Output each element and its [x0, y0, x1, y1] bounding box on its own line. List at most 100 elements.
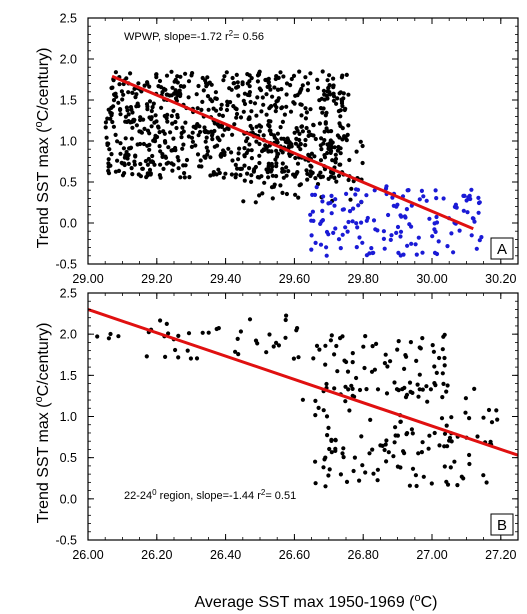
data-point-black — [274, 148, 279, 153]
data-point-black — [333, 156, 339, 162]
data-point-black — [249, 179, 254, 184]
data-point-black — [123, 119, 128, 124]
data-point-black — [113, 132, 118, 137]
data-point-blue — [476, 210, 481, 215]
data-point-black — [233, 175, 238, 180]
data-point-black — [159, 105, 164, 110]
data-point-black — [393, 425, 398, 430]
data-point-black — [274, 105, 279, 110]
data-point-black — [323, 362, 328, 367]
data-point-black — [196, 83, 201, 89]
data-point-black — [437, 443, 442, 448]
data-point-black — [128, 146, 133, 151]
data-point-black — [176, 166, 181, 171]
data-point-black — [278, 183, 283, 188]
data-point-blue — [360, 240, 365, 245]
data-point-black — [382, 361, 387, 366]
data-point-black — [198, 158, 203, 163]
data-point-blue — [351, 206, 356, 211]
data-point-black — [200, 99, 205, 104]
data-point-black — [323, 455, 328, 460]
data-point-black — [326, 176, 331, 181]
data-point-black — [360, 143, 365, 149]
data-point-black — [148, 159, 153, 164]
data-point-black — [151, 101, 156, 106]
y-tick-label: 2.0 — [60, 328, 77, 342]
data-point-black — [173, 347, 178, 353]
data-point-black — [174, 125, 179, 131]
data-point-black — [306, 129, 311, 134]
data-point-black — [424, 384, 429, 389]
data-point-black — [134, 92, 139, 97]
data-point-black — [344, 138, 349, 143]
data-point-black — [204, 145, 209, 150]
data-point-black — [354, 375, 359, 381]
data-point-black — [197, 124, 202, 129]
data-point-blue — [445, 244, 450, 249]
data-point-black — [185, 348, 190, 353]
data-point-black — [332, 145, 337, 150]
y-axis-title-b: Trend SST max (oC/century) — [33, 323, 52, 524]
data-point-black — [246, 148, 251, 153]
data-point-black — [257, 141, 262, 147]
data-point-black — [431, 349, 436, 354]
data-point-black — [264, 350, 269, 355]
data-point-black — [299, 113, 304, 118]
data-point-black — [420, 440, 425, 445]
data-point-black — [213, 90, 218, 95]
data-point-black — [105, 116, 110, 121]
data-point-black — [178, 74, 183, 79]
data-point-black — [190, 139, 195, 144]
data-point-black — [202, 125, 207, 130]
y-tick-label: 2.5 — [60, 287, 77, 301]
data-point-black — [238, 173, 243, 178]
data-point-blue — [461, 208, 466, 213]
data-point-black — [132, 86, 137, 91]
data-point-blue — [427, 216, 432, 221]
data-point-black — [179, 131, 184, 136]
annotation-b: 22-240 region, slope=-1.44 r2= 0.51 — [124, 488, 296, 503]
data-point-black — [138, 115, 143, 120]
data-point-black — [358, 139, 363, 144]
data-point-black — [410, 390, 415, 395]
data-point-black — [313, 481, 318, 486]
data-point-black — [495, 417, 500, 422]
x-tick-label: 26.80 — [348, 548, 379, 562]
data-point-black — [268, 119, 273, 124]
data-point-black — [271, 184, 276, 189]
data-point-black — [409, 427, 414, 432]
data-point-black — [110, 85, 115, 90]
data-point-blue — [476, 195, 481, 200]
data-point-black — [242, 146, 247, 151]
data-point-black — [289, 76, 294, 82]
data-point-black — [110, 119, 115, 125]
data-point-blue — [474, 246, 479, 251]
data-point-black — [323, 343, 328, 348]
data-point-black — [186, 95, 191, 100]
data-point-black — [221, 78, 226, 83]
data-point-black — [410, 466, 416, 471]
data-point-black — [284, 313, 289, 318]
data-point-black — [203, 80, 209, 86]
data-point-black — [202, 154, 207, 159]
data-point-black — [252, 101, 258, 106]
data-point-black — [384, 459, 389, 464]
data-point-black — [214, 172, 219, 177]
data-point-black — [181, 142, 186, 147]
data-point-black — [419, 450, 424, 455]
data-point-black — [340, 137, 345, 142]
data-point-black — [333, 160, 338, 165]
data-point-black — [357, 387, 363, 393]
data-point-black — [210, 99, 215, 104]
data-point-black — [428, 387, 433, 392]
data-point-black — [145, 80, 150, 85]
y-tick-label: 1.0 — [60, 135, 77, 149]
data-point-black — [186, 79, 192, 84]
data-point-black — [158, 318, 163, 323]
data-point-black — [206, 107, 211, 112]
data-point-black — [319, 136, 324, 141]
data-point-black — [287, 144, 292, 150]
data-point-black — [163, 87, 168, 92]
data-point-blue — [389, 233, 394, 238]
data-point-black — [138, 161, 143, 167]
